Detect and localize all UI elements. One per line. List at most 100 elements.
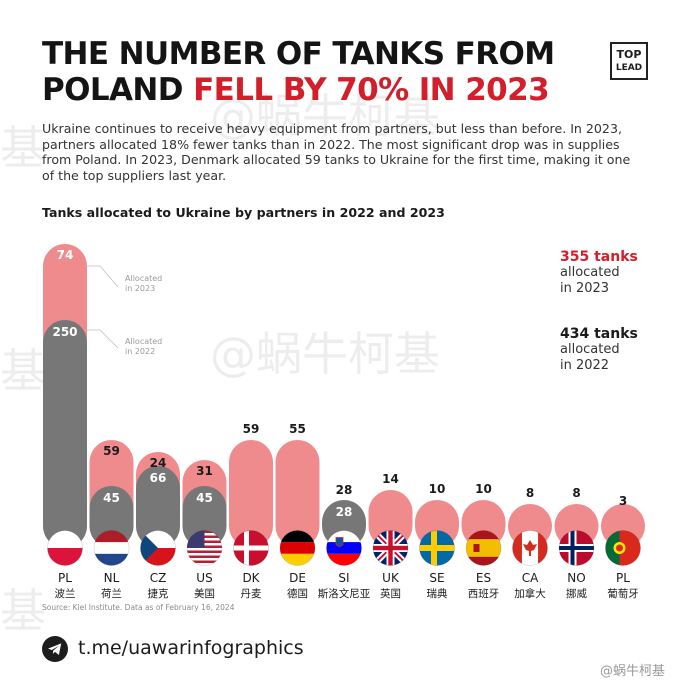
data-label-2023: 55 (289, 422, 306, 436)
legend-2023-line2: allocated (560, 265, 620, 280)
flag-border (465, 530, 502, 566)
flag-border (279, 530, 316, 566)
legend-2023-value: 355 tanks (560, 249, 638, 265)
category-label: US (196, 571, 212, 585)
flag-border (47, 530, 83, 566)
title-line-2: POLAND (42, 72, 184, 108)
category-label: SI (338, 571, 349, 585)
flag-border (326, 530, 362, 566)
chart-title: Tanks allocated to Ukraine by partners i… (42, 205, 445, 220)
flag-border (605, 530, 641, 566)
annotation-2023: Allocated in 2023 (125, 274, 162, 293)
category-label-cn: 瑞典 (427, 587, 448, 600)
category-label-cn: 英国 (380, 587, 401, 600)
watermark-side: 基 (0, 584, 46, 638)
category-label-cn: 葡萄牙 (607, 587, 639, 600)
flag-portugal-icon (605, 530, 641, 566)
data-label-2023: 24 (150, 456, 167, 470)
logo-line-1: TOP (616, 48, 642, 61)
bar-2023 (368, 490, 413, 548)
bar-2022 (43, 320, 87, 548)
flag-slovenia-icon (326, 530, 362, 566)
category-label-cn: 波兰 (55, 587, 76, 600)
category-label: SE (429, 571, 444, 585)
legend-2022-line3: in 2022 (560, 358, 610, 373)
data-label-2023: 8 (526, 486, 534, 500)
legend-2022-value: 434 tanks (560, 326, 638, 342)
category-label: CZ (150, 571, 167, 585)
flag-norway-icon (559, 530, 594, 566)
watermark-text: @蜗牛柯基 (210, 327, 440, 381)
flag-czechia-icon (140, 530, 176, 566)
data-label-2023: 59 (243, 422, 260, 436)
category-label: PL (616, 571, 630, 585)
data-label-2022: 250 (52, 325, 77, 339)
annotation-line-2022 (85, 329, 119, 349)
watermark-corner: @蜗牛柯基 (600, 664, 666, 679)
flag-sweden-icon (419, 530, 455, 566)
category-label: NO (567, 571, 585, 585)
data-label-2023: 74 (57, 248, 74, 262)
data-label-2022: 45 (103, 491, 120, 505)
category-label: DE (289, 571, 306, 585)
flag-denmark-icon (233, 530, 269, 566)
annotation-2022-line1: Allocated (125, 337, 162, 346)
flag-border (372, 530, 409, 566)
category-label: UK (382, 571, 400, 585)
category-label: CA (522, 571, 539, 585)
category-label-cn: 挪威 (566, 587, 587, 600)
bar-2023 (275, 440, 320, 548)
flag-border (186, 530, 223, 566)
data-label-2023: 14 (382, 472, 399, 486)
annotation-2023-line1: Allocated (125, 274, 162, 283)
category-label-cn: 荷兰 (101, 587, 122, 600)
flag-spain-icon (466, 530, 501, 566)
bar-annotations: Allocated in 2023 Allocated in 2022 (85, 265, 162, 356)
flag-border (558, 530, 595, 566)
category-label: NL (104, 571, 120, 585)
data-label-2022: 28 (336, 505, 353, 519)
logo-line-2: LEAD (615, 63, 643, 73)
title-highlight: FELL BY 70% IN 2023 (193, 72, 550, 108)
legend-2023-line3: in 2023 (560, 281, 610, 296)
bar-2022 (89, 486, 134, 548)
legend-2022-line2: allocated (560, 342, 620, 357)
flag-germany-icon (280, 530, 315, 566)
flag-border (419, 530, 455, 566)
title-line-1: THE NUMBER OF TANKS FROM (42, 36, 555, 72)
data-label-2023: 3 (619, 494, 627, 508)
toplead-logo: TOP LEAD (610, 42, 648, 80)
data-label-2022: 45 (196, 491, 213, 505)
category-label: ES (476, 571, 491, 585)
flag-border (140, 530, 176, 566)
telegram-link[interactable]: t.me/uawarinfographics (78, 637, 304, 659)
legend-total-2023: 355 tanks allocated in 2023 (560, 249, 638, 297)
bar-2022 (182, 486, 227, 548)
flag-border (512, 530, 548, 566)
data-label-2023: 8 (572, 486, 580, 500)
data-label-2023: 10 (429, 482, 446, 496)
category-label-cn: 加拿大 (514, 587, 546, 600)
category-label-cn: 丹麦 (241, 588, 262, 600)
page-title: THE NUMBER OF TANKS FROM POLAND FELL BY … (42, 36, 602, 108)
annotation-line-2023 (85, 265, 119, 288)
watermark-side: 基 (0, 121, 46, 175)
bar-2023 (229, 440, 273, 548)
annotation-2022: Allocated in 2022 (125, 337, 162, 356)
bar-2022 (136, 466, 180, 548)
category-label-cn: 捷克 (148, 587, 169, 600)
flag-uk-icon (373, 530, 408, 566)
flag-netherlands-icon (94, 530, 129, 566)
data-label-total: 28 (336, 483, 353, 497)
watermark-text: @蜗牛柯基 (210, 89, 440, 143)
category-label-cn: 德国 (287, 587, 308, 600)
watermark-side: 基 (0, 344, 46, 398)
telegram-icon (42, 636, 68, 662)
category-label: PL (58, 571, 72, 585)
category-label: DK (242, 571, 260, 585)
intro-paragraph: Ukraine continues to receive heavy equip… (42, 121, 631, 183)
category-label-cn: 美国 (194, 587, 215, 600)
flag-usa-icon (187, 530, 222, 566)
data-label-2022: 66 (150, 471, 167, 485)
